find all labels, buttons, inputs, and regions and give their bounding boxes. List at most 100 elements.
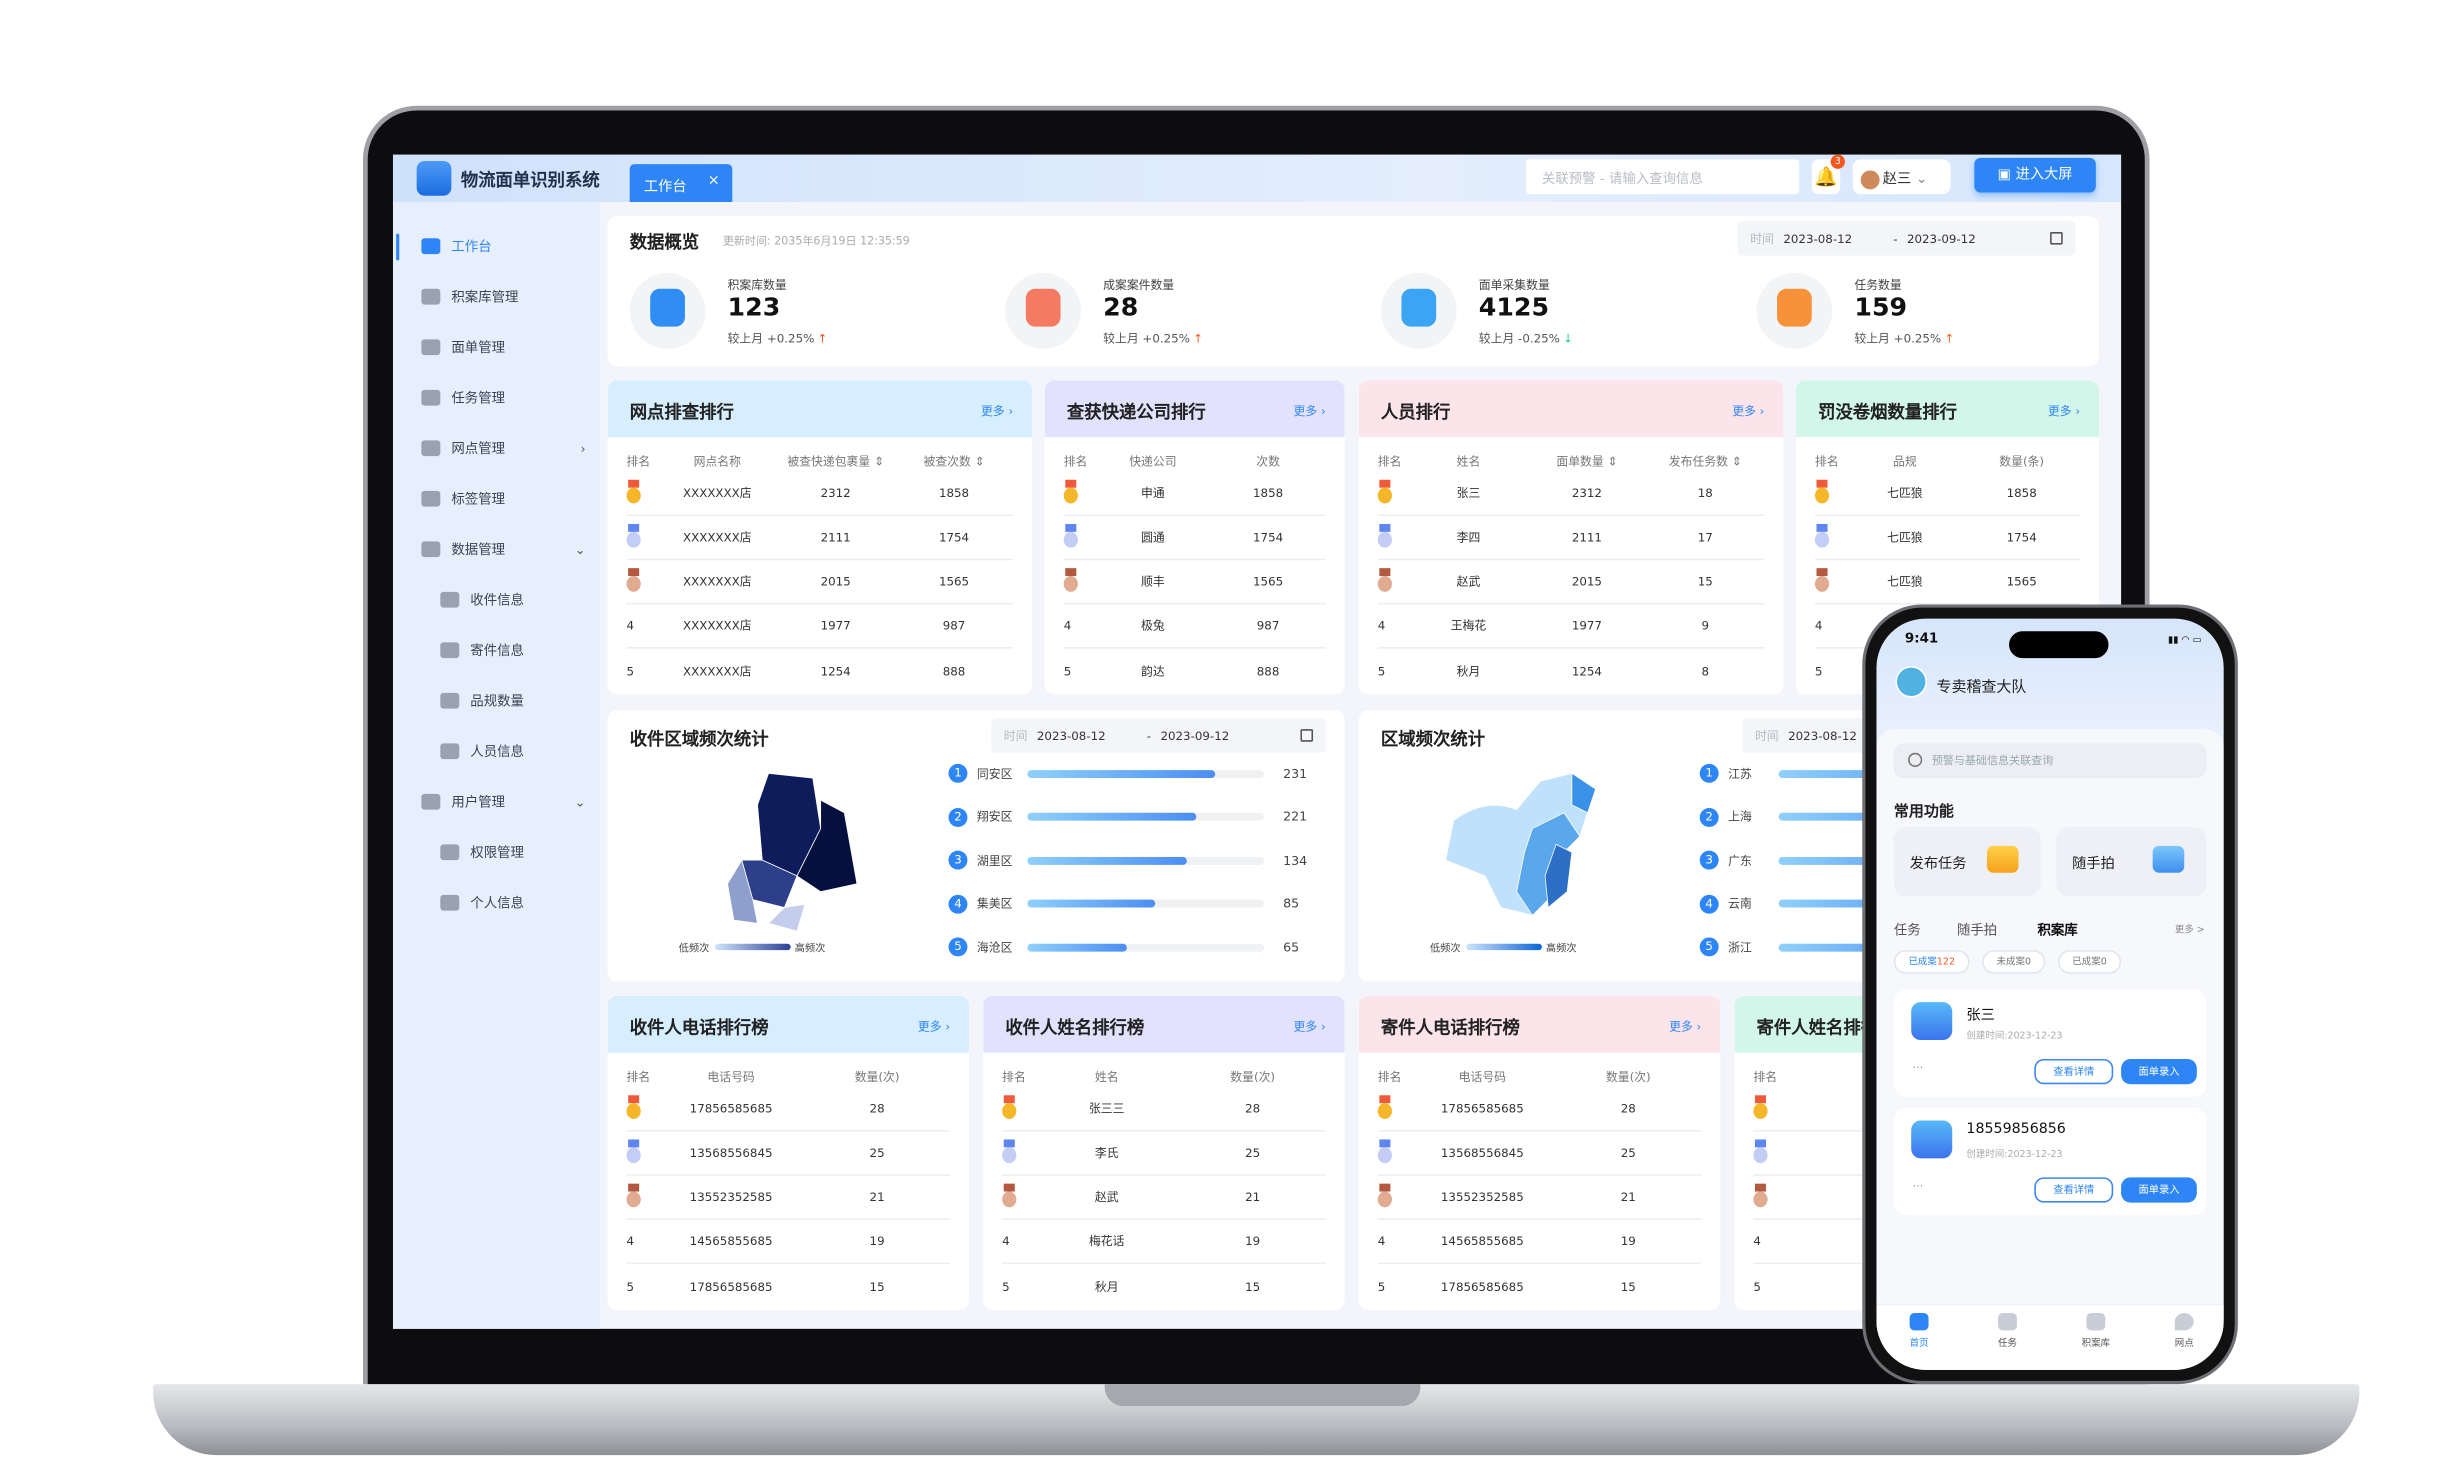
sidebar-item[interactable]: 任务管理 bbox=[393, 382, 600, 414]
waybill-entry-button[interactable]: 面单录入 bbox=[2121, 1058, 2197, 1085]
column-header[interactable]: 发布任务数 ⇕ bbox=[1668, 453, 1742, 468]
table-row[interactable]: 4 XXXXXXX店 1977 987 bbox=[626, 604, 1014, 649]
sidebar-item[interactable]: 数据管理 ⌄ bbox=[393, 533, 600, 565]
table-row[interactable]: 李四 2111 17 bbox=[1377, 516, 1765, 561]
map-region[interactable] bbox=[796, 799, 858, 893]
table-row[interactable]: 顺丰 1565 bbox=[1063, 560, 1326, 605]
region-rank-row[interactable]: 2 翔安区 221 bbox=[948, 806, 1307, 828]
more-link[interactable]: 更多 > bbox=[2174, 924, 2205, 936]
region-rank-row[interactable]: 5 海沧区 65 bbox=[948, 936, 1299, 958]
table-row[interactable]: 4 梅花话 19 bbox=[1002, 1220, 1326, 1265]
table-row[interactable]: 赵武 21 bbox=[1002, 1176, 1326, 1220]
table-row[interactable]: 13568556845 25 bbox=[1377, 1132, 1702, 1176]
table-row[interactable]: XXXXXXX店 2312 1858 bbox=[626, 472, 1014, 517]
sidebar-item[interactable]: 收件信息 bbox=[393, 584, 600, 616]
table-row[interactable]: 5 秋月 1254 8 bbox=[1378, 649, 1765, 693]
sidebar-item[interactable]: 网点管理 › bbox=[393, 432, 600, 464]
sidebar-item[interactable]: 人员信息 bbox=[393, 735, 600, 767]
waybill-entry-button[interactable]: 面单录入 bbox=[2121, 1177, 2197, 1203]
more-link[interactable]: 更多 › bbox=[917, 1019, 951, 1034]
date-start[interactable]: 2023-08-12 bbox=[1788, 728, 1857, 743]
date-range-picker[interactable]: 时间 2023-08-12 - 2023-09-12 bbox=[1737, 220, 2076, 256]
snapshot-button[interactable]: 随手拍 bbox=[2056, 826, 2207, 897]
table-row[interactable]: 5 韵达 888 bbox=[1064, 649, 1326, 693]
date-end[interactable]: 2023-09-12 bbox=[1906, 231, 1976, 246]
table-row[interactable]: 17856585685 28 bbox=[1377, 1087, 1702, 1132]
enter-big-screen-button[interactable]: ▣ 进入大屏 bbox=[1974, 157, 2096, 193]
table-row[interactable]: 七匹狼 1858 bbox=[1814, 472, 2081, 517]
column-header[interactable]: 面单数量 ⇕ bbox=[1556, 453, 1618, 468]
table-row[interactable]: 4 极兔 987 bbox=[1063, 604, 1326, 649]
case-card[interactable]: 张三 创建时间:2023-12-23 ··· 查看详情 面单录入 bbox=[1893, 989, 2207, 1097]
region-rank-row[interactable]: 1 同安区 231 bbox=[948, 762, 1307, 784]
table-row[interactable]: 赵武 2015 15 bbox=[1377, 560, 1765, 605]
nav-home[interactable]: 首页 bbox=[1888, 1313, 1951, 1349]
region-rank-row[interactable]: 4 集美区 85 bbox=[948, 892, 1299, 914]
table-row[interactable]: 李氏 25 bbox=[1002, 1132, 1326, 1176]
column-header[interactable]: 被查次数 ⇕ bbox=[923, 453, 985, 468]
nav-case-library[interactable]: 积案库 bbox=[2064, 1313, 2127, 1349]
date-start[interactable]: 2023-08-12 bbox=[1036, 728, 1106, 743]
map-region[interactable] bbox=[741, 859, 798, 908]
table-row[interactable]: 13552352585 21 bbox=[626, 1176, 951, 1220]
table-row[interactable]: 申通 1858 bbox=[1063, 472, 1326, 517]
chip-open-cases[interactable]: 未成案0 bbox=[1982, 950, 2046, 974]
table-row[interactable]: XXXXXXX店 2015 1565 bbox=[626, 560, 1014, 605]
nav-outlets[interactable]: 网点 bbox=[2153, 1313, 2216, 1349]
table-row[interactable]: 13552352585 21 bbox=[1377, 1176, 1702, 1220]
more-icon[interactable]: ··· bbox=[1912, 1180, 1924, 1194]
table-row[interactable]: 七匹狼 1565 bbox=[1814, 560, 2081, 605]
close-tab-icon[interactable]: × bbox=[707, 173, 720, 190]
bell-icon[interactable]: 🔔 bbox=[1811, 159, 1841, 195]
more-link[interactable]: 更多 › bbox=[1293, 1019, 1326, 1034]
table-row[interactable]: 5 17856585685 15 bbox=[627, 1264, 951, 1308]
chip-closed-cases[interactable]: 已成案122 bbox=[1893, 950, 1970, 974]
phone-search-input[interactable]: 预警与基础信息关联查询 bbox=[1893, 743, 2207, 779]
tab-workbench[interactable]: 工作台 × bbox=[629, 164, 733, 203]
search-input[interactable]: 关联预警 - 请输入查询信息 bbox=[1526, 159, 1800, 195]
table-row[interactable]: 5 秋月 15 bbox=[1002, 1264, 1326, 1308]
case-card[interactable]: 18559856856 创建时间:2023-12-23 ··· 查看详情 面单录… bbox=[1893, 1107, 2207, 1216]
table-row[interactable]: 13568556845 25 bbox=[626, 1132, 951, 1176]
map-region[interactable] bbox=[1544, 843, 1573, 909]
map-region[interactable] bbox=[1571, 772, 1597, 814]
table-row[interactable]: 圆通 1754 bbox=[1063, 516, 1326, 561]
more-link[interactable]: 更多 › bbox=[2047, 404, 2081, 419]
chevron-icon[interactable]: ⌄ bbox=[574, 542, 586, 557]
chevron-icon[interactable]: › bbox=[580, 441, 586, 456]
sidebar-item[interactable]: 权限管理 bbox=[393, 836, 600, 868]
date-range-picker[interactable]: 时间 2023-08-12 -2023-09-12 bbox=[991, 718, 1326, 753]
table-row[interactable]: 张三 2312 18 bbox=[1377, 472, 1765, 517]
table-row[interactable]: 5 bbox=[1815, 649, 2080, 693]
sidebar-item[interactable]: 积案库管理 bbox=[393, 281, 600, 313]
table-row[interactable]: XXXXXXX店 2111 1754 bbox=[626, 516, 1014, 561]
column-header[interactable]: 被查快递包裹量 ⇕ bbox=[787, 453, 884, 468]
more-link[interactable]: 更多 › bbox=[1669, 1019, 1702, 1034]
table-row[interactable]: 5 XXXXXXX店 1254 888 bbox=[627, 649, 1014, 693]
table-row[interactable]: 张三三 28 bbox=[1002, 1087, 1326, 1132]
tab-case-library[interactable]: 积案库 bbox=[2037, 923, 2078, 940]
chevron-icon[interactable]: ⌄ bbox=[574, 794, 586, 809]
table-row[interactable]: 5 17856585685 15 bbox=[1378, 1264, 1702, 1308]
view-detail-button[interactable]: 查看详情 bbox=[2034, 1058, 2114, 1085]
table-row[interactable]: 4 14565855685 19 bbox=[626, 1220, 951, 1265]
sidebar-item[interactable]: 寄件信息 bbox=[393, 634, 600, 666]
sidebar-item[interactable]: 标签管理 bbox=[393, 483, 600, 515]
map-region[interactable] bbox=[727, 859, 759, 924]
chip-closed-cases-2[interactable]: 已成案0 bbox=[2057, 950, 2122, 974]
calendar-icon[interactable] bbox=[1300, 729, 1314, 742]
table-row[interactable]: 4 14565855685 19 bbox=[1377, 1220, 1702, 1265]
table-row[interactable]: 17856585685 28 bbox=[626, 1087, 951, 1132]
more-link[interactable]: 更多 › bbox=[1732, 404, 1765, 419]
sidebar-item[interactable]: 个人信息 bbox=[393, 887, 600, 919]
user-menu[interactable]: 赵三 ⌄ bbox=[1852, 159, 1951, 195]
more-icon[interactable]: ··· bbox=[1912, 1062, 1924, 1075]
more-link[interactable]: 更多 › bbox=[981, 404, 1014, 419]
table-row[interactable]: 4 王梅花 1977 9 bbox=[1377, 604, 1765, 649]
map-region[interactable] bbox=[767, 903, 806, 932]
view-detail-button[interactable]: 查看详情 bbox=[2034, 1177, 2114, 1203]
sidebar-item[interactable]: 工作台 bbox=[393, 230, 600, 262]
region-rank-row[interactable]: 3 湖里区 134 bbox=[948, 849, 1307, 871]
sidebar-item[interactable]: 面单管理 bbox=[393, 331, 600, 363]
calendar-icon[interactable] bbox=[2050, 231, 2063, 245]
